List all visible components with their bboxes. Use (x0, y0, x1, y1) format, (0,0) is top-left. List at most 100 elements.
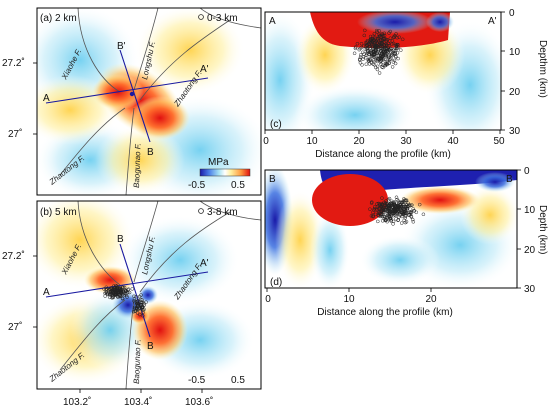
panel-c-y-axis: 0 10 20 30 Depthm (km) (501, 8, 548, 137)
profile-point-a-end-b: A' (200, 258, 209, 269)
hypocenter-marker (375, 58, 380, 63)
hypocenter-marker (363, 55, 368, 60)
hypocenter-marker (377, 201, 382, 206)
map-axes: 27.2˚ 27˚ 27.2˚ 27˚ 103.2˚ 103.4˚ 103.6˚ (2, 57, 213, 408)
hypocenter-marker (387, 31, 391, 35)
hypocenter-marker (141, 313, 145, 318)
hypocenter-marker (387, 202, 392, 206)
hypocenter-marker (111, 295, 116, 300)
hypocenter-marker (396, 207, 401, 212)
hypocenter-marker (383, 218, 387, 223)
panel-d-frame (264, 169, 518, 289)
hypocenter-marker (381, 53, 386, 58)
hypocenter-marker (125, 295, 129, 299)
hypocenter-marker (367, 42, 372, 46)
panel-c-xtick-30: 30 (400, 136, 412, 147)
hypocenter-marker (381, 63, 385, 67)
hypocenter-marker (385, 49, 390, 53)
hypocenter-marker (361, 55, 366, 59)
hypocenter-marker (377, 71, 382, 75)
hypocenter-marker (357, 47, 361, 52)
panel-a-map: (a) 2 km 0-3 km A A' B' B Xiaohe F. Long… (36, 7, 262, 196)
panel-d-ytick-20: 20 (524, 245, 536, 256)
hypocenter-marker (375, 44, 379, 49)
hypocenter-marker (139, 302, 143, 307)
hypocenter-marker (399, 221, 404, 225)
profile-point-b-end: B (147, 147, 154, 158)
lon-tick-103-2: 103.2˚ (63, 396, 91, 408)
hypocenter-marker (102, 287, 106, 291)
hypocenter-marker (363, 28, 367, 33)
panel-b-depth-legend: 3-8 km (198, 207, 238, 218)
hypocenter-marker (136, 307, 140, 312)
hypocenter-marker (395, 205, 400, 210)
hypocenter-marker (370, 38, 375, 42)
hypocenter-marker (402, 197, 406, 201)
profile-line-bb (119, 49, 151, 143)
hypocenter-marker (124, 293, 129, 298)
panel-c-stress-field (265, 12, 501, 130)
hypocenter-marker (107, 287, 112, 292)
hypocenter-marker (412, 208, 416, 213)
hypocenter-marker (368, 207, 372, 211)
hypocenter-marker (144, 300, 148, 304)
hypocenter-marker (405, 206, 410, 211)
hypocenter-marker (364, 62, 369, 66)
lat-tick-27-2-b: 27.2˚ (2, 250, 25, 262)
hypocenter-marker (366, 57, 371, 62)
hypocenter-marker (384, 199, 388, 203)
hypocenter-marker (393, 52, 397, 56)
hypocenter-marker (404, 220, 409, 224)
lat-tick-27-b: 27˚ (8, 321, 22, 333)
hypocenter-marker (113, 288, 117, 292)
hypocenter-marker (104, 285, 109, 290)
hypocenter-marker (395, 208, 399, 212)
hypocenter-marker (380, 202, 384, 206)
hypocenter-marker (417, 202, 422, 207)
hypocenter-marker (392, 58, 397, 63)
colorbar: MPa -0.5 0.5 (188, 157, 251, 191)
profile-line-aa (45, 77, 209, 104)
profile-point-b-end-b: B (147, 341, 154, 352)
hypocenter-marker (371, 214, 375, 219)
hypocenter-marker (124, 291, 128, 296)
hypocenter-marker (384, 42, 389, 47)
panel-d-end-left: B (269, 174, 276, 185)
lat-tick-27-a: 27˚ (8, 128, 22, 140)
profile-line-bb-b (119, 243, 151, 338)
hypocenter-marker (388, 205, 392, 210)
hypocenter-marker (389, 56, 393, 61)
hypocenter-marker (104, 287, 109, 291)
panel-d-ytick-30: 30 (524, 284, 536, 295)
hypocenter-marker (391, 219, 396, 224)
hypocenter-marker (400, 214, 404, 219)
hypocenter-marker (127, 290, 132, 295)
panel-c-ytick-20: 20 (509, 87, 521, 98)
hypocenter-marker (358, 53, 363, 57)
hypocenter-marker (382, 43, 387, 47)
panel-d-xtick-10: 10 (343, 294, 355, 305)
hypocenter-marker (361, 57, 365, 61)
hypocenter-marker (377, 207, 382, 211)
hypocenter-marker (373, 65, 378, 70)
hypocenter-marker (139, 293, 143, 297)
hypocenter-marker (398, 204, 403, 209)
hypocenter-marker (372, 208, 376, 212)
colorbar-min-label: -0.5 (188, 180, 206, 191)
hypocenter-marker (389, 46, 393, 51)
hypocenter-marker (367, 40, 372, 45)
panel-c-xtick-0: 0 (263, 136, 269, 147)
hypocenter-marker (380, 65, 384, 69)
hypocenter-marker (104, 290, 108, 295)
hypocenter-marker (376, 211, 381, 216)
hypocenter-marker (395, 197, 399, 202)
panel-a-depth-legend: 0-3 km (198, 13, 238, 24)
hypocenter-marker (132, 294, 136, 299)
hypocenter-marker (391, 222, 395, 226)
hypocenter-marker (130, 287, 135, 291)
hypocenter-marker (139, 300, 144, 304)
hypocenter-marker (394, 32, 398, 36)
hypocenter-marker (374, 28, 379, 33)
panel-a-frame (36, 7, 262, 196)
panel-b-depth-range: 3-8 km (207, 207, 238, 218)
